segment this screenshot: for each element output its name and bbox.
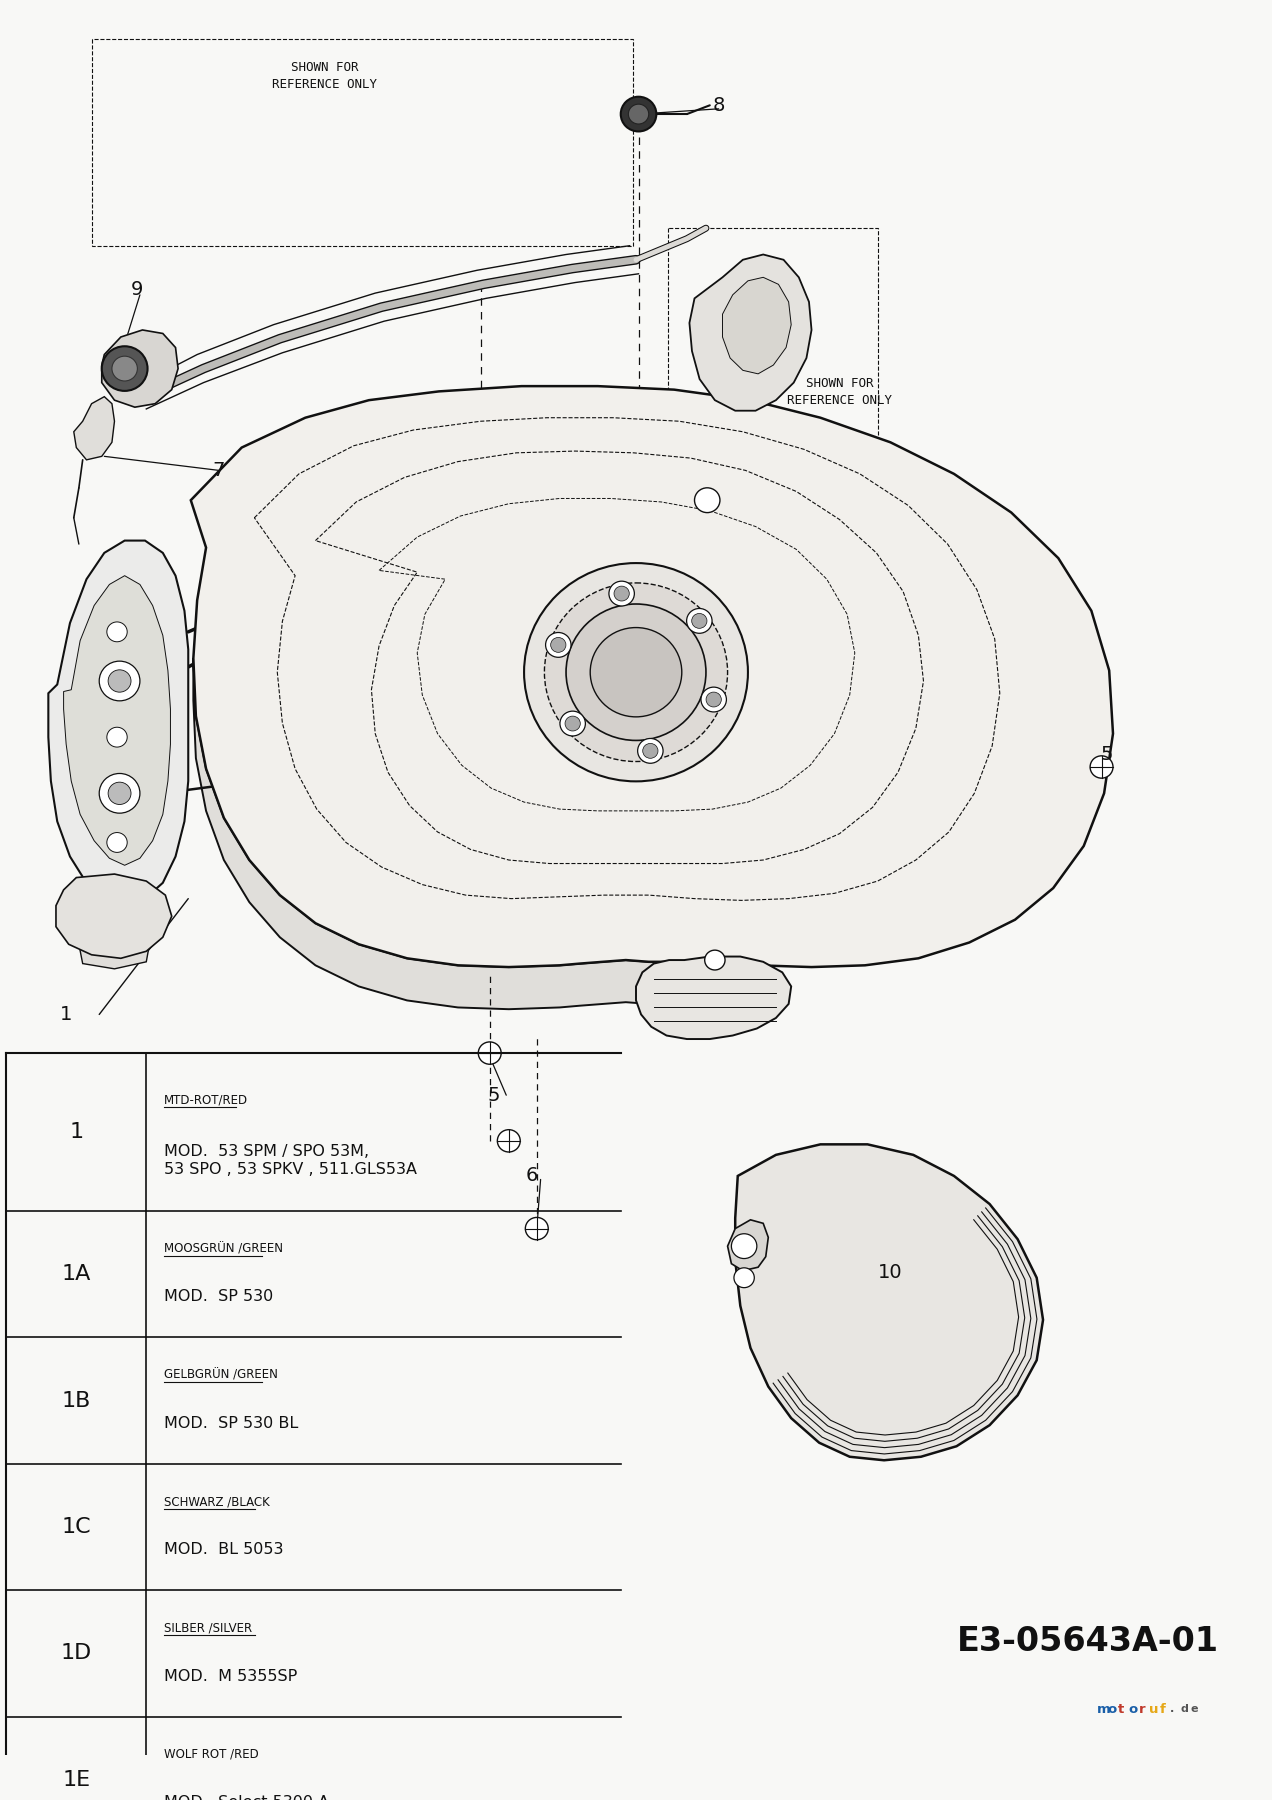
Circle shape xyxy=(551,637,566,652)
Circle shape xyxy=(107,623,127,643)
Circle shape xyxy=(560,711,585,736)
Text: 1: 1 xyxy=(69,1121,84,1141)
Circle shape xyxy=(609,581,635,607)
Text: u: u xyxy=(1149,1703,1159,1715)
Circle shape xyxy=(705,950,725,970)
Circle shape xyxy=(112,356,137,382)
Polygon shape xyxy=(56,875,172,958)
Text: 9: 9 xyxy=(131,281,144,299)
Circle shape xyxy=(621,97,656,131)
Polygon shape xyxy=(636,956,791,1039)
Circle shape xyxy=(637,738,663,763)
Text: SHOWN FOR
REFERENCE ONLY: SHOWN FOR REFERENCE ONLY xyxy=(272,61,377,92)
Circle shape xyxy=(544,583,728,761)
Circle shape xyxy=(99,661,140,700)
Circle shape xyxy=(731,1233,757,1258)
Text: MOD.  53 SPM / SPO 53M,
53 SPO , 53 SPKV , 511.GLS53A: MOD. 53 SPM / SPO 53M, 53 SPO , 53 SPKV … xyxy=(164,1145,417,1177)
Circle shape xyxy=(546,632,571,657)
Polygon shape xyxy=(102,329,178,407)
Text: MOOSGRÜN /GREEN: MOOSGRÜN /GREEN xyxy=(164,1242,284,1255)
Text: E3-05643A-01: E3-05643A-01 xyxy=(957,1625,1219,1658)
Text: m: m xyxy=(1096,1703,1110,1715)
Circle shape xyxy=(590,628,682,716)
Text: MOD.  Select 5300 A: MOD. Select 5300 A xyxy=(164,1795,329,1800)
Polygon shape xyxy=(722,277,791,374)
Circle shape xyxy=(108,783,131,805)
Circle shape xyxy=(1090,756,1113,778)
Text: 5: 5 xyxy=(487,1085,500,1105)
Text: GELBGRÜN /GREEN: GELBGRÜN /GREEN xyxy=(164,1368,279,1382)
Circle shape xyxy=(107,833,127,853)
Polygon shape xyxy=(48,540,188,904)
Text: d: d xyxy=(1180,1705,1188,1714)
Polygon shape xyxy=(64,576,170,866)
Text: 8: 8 xyxy=(712,95,725,115)
Text: f: f xyxy=(1160,1703,1165,1715)
Circle shape xyxy=(107,727,127,747)
Text: e: e xyxy=(1191,1705,1198,1714)
Circle shape xyxy=(701,688,726,713)
Text: o: o xyxy=(1128,1703,1137,1715)
Circle shape xyxy=(642,743,658,758)
Polygon shape xyxy=(191,387,1113,967)
Polygon shape xyxy=(193,659,687,1010)
Circle shape xyxy=(614,587,630,601)
Text: r: r xyxy=(1138,1703,1145,1715)
Text: 1C: 1C xyxy=(61,1517,92,1537)
Polygon shape xyxy=(74,396,114,459)
Circle shape xyxy=(478,1042,501,1064)
Circle shape xyxy=(108,670,131,693)
Text: MTD-ROT/RED: MTD-ROT/RED xyxy=(164,1094,248,1107)
Circle shape xyxy=(628,104,649,124)
Circle shape xyxy=(102,346,148,391)
Text: o: o xyxy=(1107,1703,1117,1715)
Circle shape xyxy=(706,691,721,707)
Text: 1E: 1E xyxy=(62,1769,90,1789)
Polygon shape xyxy=(728,1220,768,1271)
Text: MOD.  SP 530 BL: MOD. SP 530 BL xyxy=(164,1417,299,1431)
Text: 7: 7 xyxy=(212,461,225,481)
Circle shape xyxy=(692,614,707,628)
Text: SHOWN FOR
REFERENCE ONLY: SHOWN FOR REFERENCE ONLY xyxy=(787,378,892,407)
Text: .: . xyxy=(1170,1705,1174,1714)
Text: MOD.  SP 530: MOD. SP 530 xyxy=(164,1289,273,1305)
Circle shape xyxy=(99,774,140,814)
Text: 5: 5 xyxy=(1100,745,1113,765)
Circle shape xyxy=(525,1217,548,1240)
Text: 1B: 1B xyxy=(61,1391,92,1411)
Circle shape xyxy=(687,608,712,634)
Text: SILBER /SILVER: SILBER /SILVER xyxy=(164,1622,252,1634)
Circle shape xyxy=(524,563,748,781)
Text: MOD.  BL 5053: MOD. BL 5053 xyxy=(164,1543,284,1557)
Polygon shape xyxy=(735,1145,1043,1460)
Text: WOLF ROT /RED: WOLF ROT /RED xyxy=(164,1748,259,1760)
Text: SCHWARZ /BLACK: SCHWARZ /BLACK xyxy=(164,1496,270,1508)
Circle shape xyxy=(566,605,706,740)
Circle shape xyxy=(734,1267,754,1287)
Text: 1A: 1A xyxy=(61,1264,92,1283)
Circle shape xyxy=(695,488,720,513)
Circle shape xyxy=(497,1130,520,1152)
Text: t: t xyxy=(1118,1703,1123,1715)
Polygon shape xyxy=(689,254,812,410)
Text: 1: 1 xyxy=(60,1004,73,1024)
Circle shape xyxy=(565,716,580,731)
Text: 6: 6 xyxy=(525,1166,538,1186)
Text: MOD.  M 5355SP: MOD. M 5355SP xyxy=(164,1669,298,1683)
Polygon shape xyxy=(79,891,150,968)
Text: 10: 10 xyxy=(878,1264,903,1282)
Text: 1D: 1D xyxy=(61,1643,92,1663)
